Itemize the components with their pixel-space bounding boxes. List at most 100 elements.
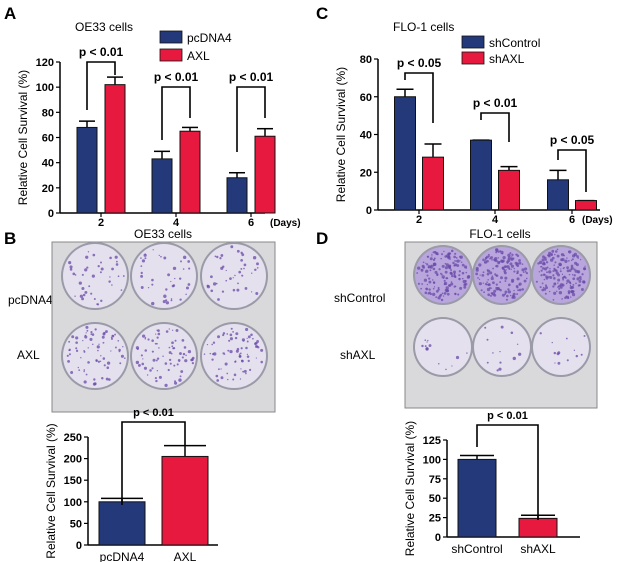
colony [168, 346, 171, 349]
colony [75, 347, 78, 350]
colony [247, 359, 250, 363]
colony [433, 257, 436, 260]
colony [541, 267, 545, 270]
colony [520, 274, 523, 277]
colony [428, 288, 431, 291]
colony [570, 259, 573, 262]
colony [561, 283, 565, 287]
colony [569, 284, 572, 287]
colony [580, 259, 582, 261]
colony [562, 278, 564, 281]
colony [165, 301, 170, 305]
p-value-label: p < 0.01 [79, 45, 124, 59]
colony [158, 347, 160, 349]
colony [92, 382, 96, 386]
colony [256, 340, 260, 343]
colony [552, 274, 555, 277]
colony [97, 349, 99, 352]
colony [240, 347, 243, 350]
colony [515, 285, 519, 288]
colony [93, 297, 96, 300]
well [413, 317, 473, 377]
colony [188, 267, 191, 270]
colony [83, 370, 85, 373]
colony [436, 273, 439, 277]
colony [467, 275, 471, 279]
colony [480, 289, 483, 292]
colony [173, 364, 176, 367]
colony [89, 337, 93, 341]
colony [210, 289, 214, 293]
colony [571, 274, 574, 276]
colony [490, 256, 494, 259]
colony [182, 352, 186, 356]
colony [167, 273, 171, 277]
colony [507, 258, 511, 263]
colony [461, 277, 464, 280]
colony [432, 264, 435, 267]
colony [239, 378, 242, 380]
colony [180, 260, 182, 263]
colony [143, 366, 148, 370]
colony [516, 254, 520, 258]
colony [86, 329, 89, 332]
colony [573, 349, 576, 352]
colony [246, 340, 249, 343]
colony [171, 341, 174, 345]
colony [242, 370, 245, 373]
colony [220, 368, 222, 370]
x-tick-label: shControl [451, 542, 502, 556]
colony [522, 271, 525, 274]
colony [157, 329, 160, 332]
colony [212, 282, 217, 286]
colony [545, 261, 549, 264]
colony [135, 360, 140, 365]
y-tick-label: 120 [36, 57, 54, 69]
colony [554, 362, 556, 364]
well [531, 245, 591, 305]
colony [518, 288, 522, 292]
colony [421, 344, 424, 348]
colony [427, 266, 430, 269]
colony [545, 277, 549, 280]
colony [206, 344, 209, 346]
colony [496, 260, 499, 263]
colony [543, 267, 548, 271]
colony [122, 346, 124, 348]
colony [487, 278, 489, 281]
colony [246, 337, 248, 339]
colony [502, 256, 506, 260]
colony [206, 284, 209, 288]
colony [572, 277, 576, 281]
colony [500, 325, 504, 329]
colony [144, 349, 147, 352]
colony [505, 298, 508, 301]
colony [160, 255, 162, 258]
colony [105, 330, 108, 333]
colony [499, 361, 502, 364]
colony [512, 292, 516, 296]
colony [496, 287, 500, 291]
colony [416, 272, 419, 274]
colony [541, 282, 544, 285]
colony [483, 291, 485, 294]
colony [165, 299, 168, 302]
colony [91, 333, 95, 336]
colony [501, 252, 504, 255]
colony [151, 367, 154, 370]
colony [492, 281, 495, 285]
colony [100, 299, 103, 303]
colony [178, 378, 182, 382]
colony [570, 296, 572, 298]
colony [81, 286, 85, 291]
colony [563, 266, 565, 269]
colony [78, 369, 81, 372]
colony [578, 279, 582, 283]
colony [217, 298, 220, 301]
colony [426, 283, 429, 286]
colony [515, 254, 517, 256]
colony [487, 283, 490, 286]
colony [165, 330, 169, 333]
colony [168, 328, 170, 330]
colony [556, 290, 558, 293]
